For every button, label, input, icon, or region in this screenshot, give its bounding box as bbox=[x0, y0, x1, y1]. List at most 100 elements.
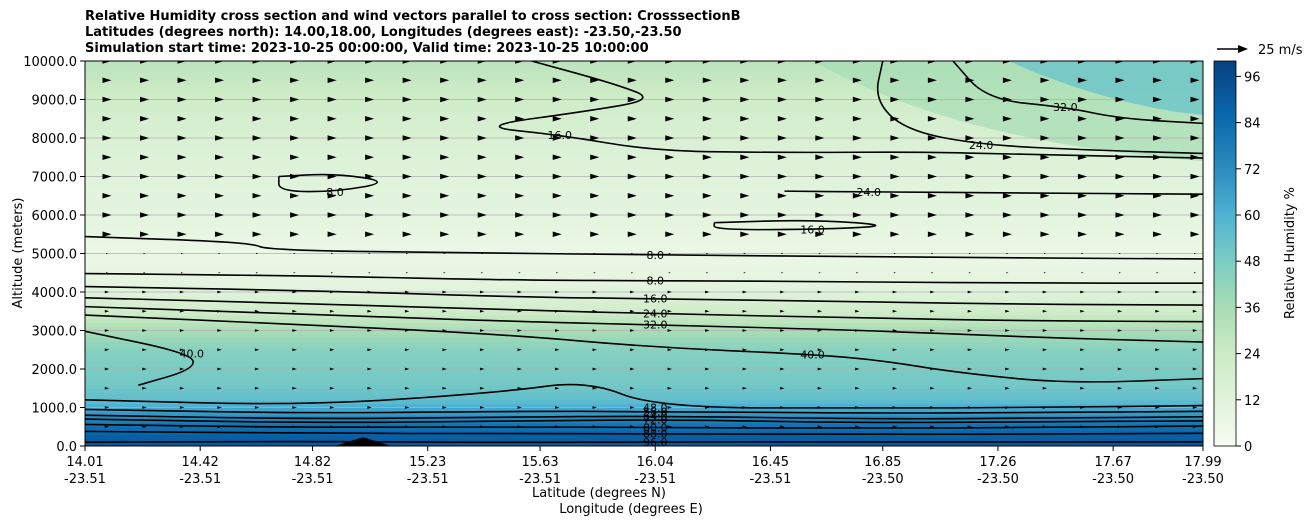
wind-vector bbox=[177, 173, 187, 180]
wind-vector bbox=[1042, 348, 1048, 352]
wind-vector bbox=[218, 252, 221, 255]
humidity-band bbox=[85, 161, 1203, 166]
wind-vector bbox=[140, 193, 150, 199]
wind-vector bbox=[702, 212, 712, 218]
wind-vector bbox=[177, 193, 187, 199]
wind-vector bbox=[740, 61, 750, 64]
wind-vector bbox=[742, 406, 747, 409]
wind-vector bbox=[292, 309, 297, 313]
wind-vector bbox=[331, 252, 334, 255]
wind-vector bbox=[855, 348, 860, 352]
wind-vector bbox=[177, 154, 187, 160]
wind-vector bbox=[1002, 116, 1012, 122]
wind-vector bbox=[1002, 96, 1012, 103]
wind-vector bbox=[555, 290, 560, 294]
wind-vector bbox=[818, 252, 821, 255]
wind-vector bbox=[179, 386, 185, 390]
wind-vector bbox=[855, 425, 860, 429]
wind-vector bbox=[1002, 231, 1012, 237]
wind-vector bbox=[143, 272, 146, 274]
humidity-band bbox=[85, 215, 1203, 220]
wind-vector bbox=[327, 135, 337, 141]
wind-vector bbox=[140, 154, 150, 160]
humidity-band bbox=[85, 149, 1203, 154]
wind-vector bbox=[780, 367, 785, 371]
humidity-band bbox=[85, 369, 1203, 374]
wind-vector bbox=[665, 61, 675, 64]
wind-key-label: 25 m/s bbox=[1258, 43, 1303, 58]
wind-vector bbox=[256, 272, 259, 274]
humidity-band bbox=[85, 403, 1203, 409]
humidity-band bbox=[85, 203, 1203, 208]
wind-vector bbox=[627, 193, 637, 199]
wind-vector bbox=[1156, 252, 1159, 255]
wind-vector bbox=[968, 252, 971, 255]
wind-vector bbox=[102, 116, 112, 122]
wind-vector bbox=[481, 272, 484, 274]
wind-vector bbox=[365, 61, 375, 64]
humidity-band bbox=[85, 361, 1203, 366]
wind-vector bbox=[517, 348, 522, 352]
wind-vector bbox=[1155, 329, 1160, 332]
x-tick-longitude: -23.51 bbox=[519, 472, 561, 487]
wind-vector bbox=[215, 212, 225, 218]
wind-vector bbox=[1115, 96, 1125, 103]
wind-vector bbox=[365, 77, 375, 83]
wind-vector bbox=[777, 77, 787, 83]
wind-vector bbox=[590, 96, 600, 103]
wind-vector bbox=[817, 329, 823, 332]
wind-vector bbox=[443, 252, 446, 255]
wind-vector bbox=[965, 135, 975, 141]
humidity-band bbox=[85, 330, 1203, 335]
wind-vector bbox=[477, 231, 487, 237]
wind-vector bbox=[1115, 116, 1125, 122]
x-tick-latitude: 15.23 bbox=[409, 455, 446, 470]
wind-vector bbox=[406, 272, 409, 274]
wind-vector bbox=[777, 61, 787, 64]
colorbar-tick-label: 24 bbox=[1244, 348, 1261, 363]
wind-vector bbox=[402, 116, 412, 122]
wind-vector bbox=[1040, 154, 1050, 160]
wind-vector bbox=[818, 272, 821, 274]
wind-vector bbox=[254, 348, 260, 352]
contour-label: 16.0 bbox=[547, 129, 572, 142]
humidity-field bbox=[85, 61, 1203, 446]
contour-label: 40.0 bbox=[179, 348, 204, 361]
wind-vector bbox=[815, 77, 825, 83]
wind-vector bbox=[702, 61, 712, 64]
wind-vector bbox=[592, 329, 597, 332]
wind-vector bbox=[930, 367, 935, 371]
wind-vector bbox=[890, 61, 900, 64]
wind-vector bbox=[1117, 290, 1123, 294]
wind-vector bbox=[777, 116, 787, 122]
wind-vector bbox=[179, 348, 185, 352]
wind-vector bbox=[1152, 77, 1162, 83]
wind-vector bbox=[515, 212, 525, 218]
x-axis-label-longitude: Longitude (degrees E) bbox=[559, 502, 703, 517]
wind-vector bbox=[367, 329, 372, 332]
chart-title-line-1: Relative Humidity cross section and wind… bbox=[85, 9, 741, 24]
wind-vector bbox=[930, 348, 935, 352]
x-tick-longitude: -23.51 bbox=[179, 472, 221, 487]
wind-vector bbox=[1190, 154, 1200, 160]
wind-vector bbox=[1080, 386, 1085, 390]
wind-vector bbox=[442, 425, 447, 429]
wind-vector bbox=[1152, 173, 1162, 180]
wind-vector bbox=[442, 309, 447, 313]
wind-vector bbox=[627, 212, 637, 218]
colorbar-tick-label: 0 bbox=[1244, 440, 1252, 455]
wind-vector bbox=[1152, 135, 1162, 141]
wind-vector bbox=[890, 212, 900, 218]
wind-vector bbox=[327, 116, 337, 122]
wind-vector bbox=[852, 116, 862, 122]
chart-title-line-3: Simulation start time: 2023-10-25 00:00:… bbox=[85, 41, 649, 56]
wind-vector bbox=[177, 77, 187, 83]
colorbar-gradient bbox=[1213, 60, 1237, 447]
wind-vector bbox=[254, 367, 260, 371]
wind-vector bbox=[252, 154, 262, 160]
wind-vector bbox=[440, 77, 450, 83]
wind-vector bbox=[292, 367, 297, 371]
wind-vector bbox=[740, 116, 750, 122]
wind-vector bbox=[1117, 406, 1123, 409]
wind-vector bbox=[177, 96, 187, 103]
